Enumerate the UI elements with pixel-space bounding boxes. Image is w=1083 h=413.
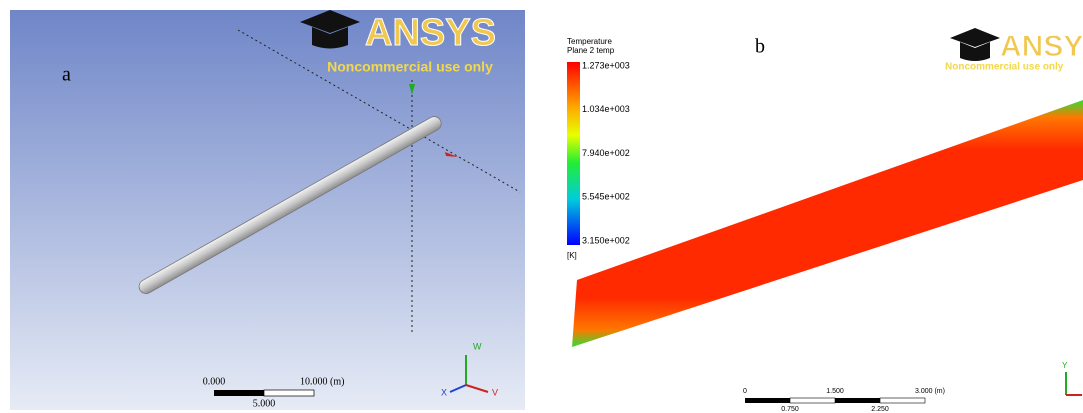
triad-label: X [441, 387, 447, 397]
legend-level: 5.545e+002 [582, 192, 630, 202]
scale-label: 10.000 (m) [300, 376, 344, 387]
scale-label: 5.000 [253, 398, 276, 409]
logo-cap [950, 28, 1000, 61]
triad-label: V [492, 387, 498, 397]
triad-label: Y [1062, 361, 1068, 370]
legend-level: 7.940e+002 [582, 148, 630, 158]
legend-subtitle: Plane 2 temp [567, 46, 615, 55]
scale-bar [835, 398, 880, 403]
panel-a: a ANSYS Noncommercial use only 0.000 10.… [10, 10, 525, 410]
scale-label: 2.250 [871, 406, 889, 413]
panel-label: b [755, 36, 765, 58]
scale-bar [745, 398, 790, 403]
scale-label: 0 [743, 388, 747, 395]
legend-level: 3.150e+002 [582, 235, 630, 245]
panel-label: a [62, 64, 71, 86]
legend-unit: [K] [567, 251, 577, 260]
figure: a ANSYS Noncommercial use only 0.000 10.… [0, 0, 1083, 413]
legend-level: 1.034e+003 [582, 104, 630, 114]
scale-bar [214, 390, 264, 396]
triad-label: W [473, 341, 482, 351]
legend-level: 1.273e+003 [582, 60, 630, 70]
logo-note: Noncommercial use only [945, 62, 1064, 73]
legend-title: Temperature [567, 37, 612, 46]
scale-label: 0.750 [781, 406, 799, 413]
colorbar [567, 62, 580, 245]
logo-brand: ANSYS [365, 12, 496, 54]
temperature-band [572, 100, 1083, 347]
logo-brand: ANSYS [1000, 30, 1083, 63]
scale-bar [790, 398, 835, 403]
scale-label: 3.000 (m) [915, 388, 945, 395]
scale-bar [264, 390, 314, 396]
page: {"panels":[ {"label":"a","logo":{"brand"… [0, 0, 1083, 413]
scale-label: 1.500 [826, 388, 844, 395]
logo-note: Noncommercial use only [327, 59, 493, 75]
scale-bar [880, 398, 925, 403]
panel-b: Temperature Plane 2 temp 1.273e+003 1.034… [567, 28, 1083, 413]
scale-label: 0.000 [203, 376, 226, 387]
